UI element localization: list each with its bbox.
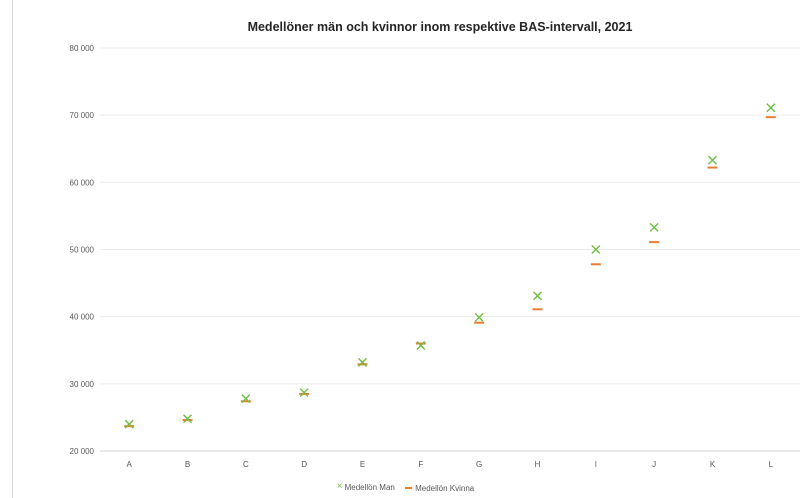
gridlines	[100, 47, 800, 452]
y-axis: 20 000 30 000 40 000 50 000 60 000 70 000 80 0…	[70, 44, 95, 456]
legend-label-kvinna: Medellön Kvinna	[415, 483, 475, 493]
point-man-H	[533, 291, 542, 301]
chart-title: Medellöner män och kvinnor inom respekti…	[247, 20, 633, 34]
point-man-J	[649, 222, 659, 232]
point-man-B	[183, 414, 192, 424]
y-tick-label: 30 000	[70, 380, 95, 389]
x-tick-label-C: C	[243, 460, 249, 469]
x-tick-label-G: G	[476, 460, 482, 469]
point-man-I	[591, 245, 601, 254]
legend-dash-marker-icon	[405, 487, 413, 489]
point-man-D	[299, 388, 309, 398]
x-tick-label-B: B	[185, 460, 190, 469]
x-tick-label-J: J	[652, 460, 656, 469]
x-axis: A B C D E F G H I J K L	[126, 460, 773, 469]
legend: × Medellön Man Medellön Kvinna	[0, 482, 811, 493]
legend-item-kvinna: Medellön Kvinna	[405, 484, 474, 493]
left-frame-border	[12, 0, 13, 498]
x-tick-label-A: A	[126, 460, 132, 469]
y-tick-label: 50 000	[70, 246, 95, 255]
x-tick-label-I: I	[595, 460, 597, 469]
x-tick-label-L: L	[769, 460, 774, 469]
legend-label-man: Medellön Man	[344, 482, 395, 492]
point-man-G	[474, 312, 484, 322]
x-tick-label-F: F	[418, 460, 423, 469]
x-tick-label-K: K	[710, 460, 716, 469]
x-tick-label-E: E	[360, 460, 365, 469]
y-tick-label: 40 000	[70, 313, 95, 322]
y-tick-label: 20 000	[70, 447, 95, 456]
legend-item-man: × Medellön Man	[337, 482, 395, 492]
y-tick-label: 70 000	[70, 111, 95, 120]
y-tick-label: 60 000	[70, 178, 95, 187]
point-man-C	[241, 394, 251, 404]
x-tick-label-D: D	[301, 460, 307, 469]
point-man-E	[358, 357, 367, 367]
x-tick-label-H: H	[535, 460, 541, 469]
y-tick-label: 80 000	[70, 44, 95, 53]
point-man-A	[124, 419, 134, 429]
point-man-F	[416, 341, 426, 351]
legend-x-marker-icon: ×	[336, 481, 343, 492]
point-man-L	[766, 103, 776, 113]
data-points	[124, 103, 776, 429]
point-man-K	[708, 155, 717, 165]
